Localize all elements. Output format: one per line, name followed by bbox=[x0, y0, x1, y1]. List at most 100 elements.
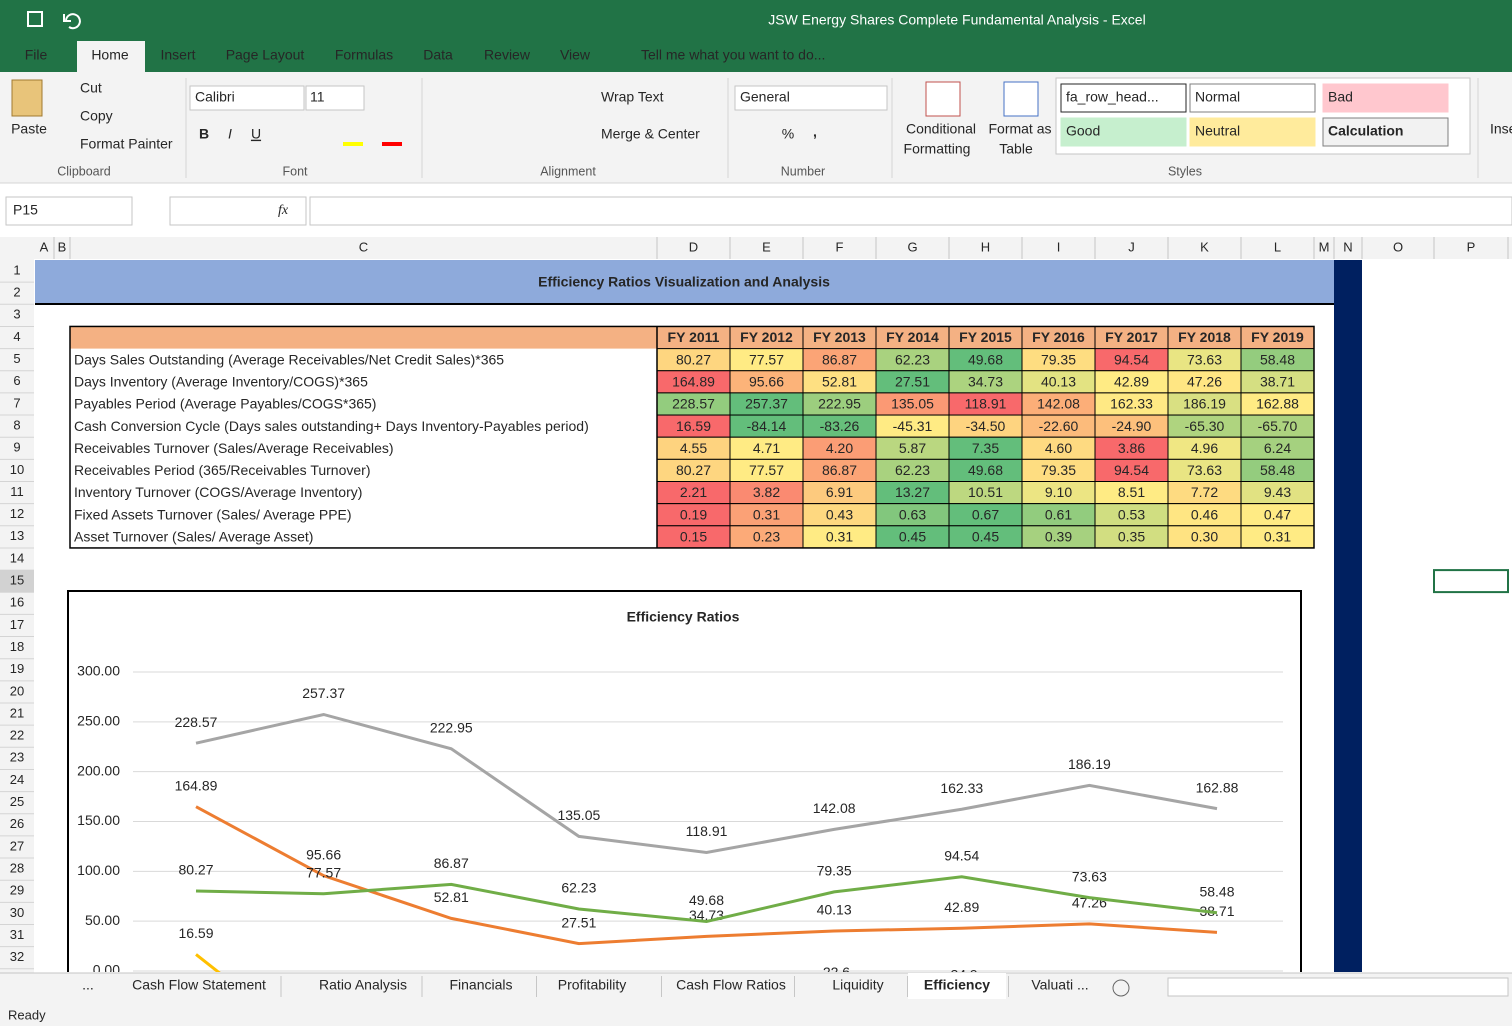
sheet-tab[interactable]: Valuati ... bbox=[1031, 977, 1088, 993]
merge-center-button[interactable]: Merge & Center bbox=[601, 126, 700, 142]
row-header[interactable]: 18 bbox=[10, 639, 24, 654]
sheet-tab[interactable]: Ratio Analysis bbox=[319, 977, 407, 993]
cell-style[interactable] bbox=[1189, 83, 1316, 113]
column-header[interactable]: F bbox=[836, 239, 844, 254]
paste-icon[interactable] bbox=[11, 79, 43, 117]
row-header[interactable]: 14 bbox=[10, 550, 24, 565]
column-header[interactable]: I bbox=[1057, 239, 1061, 254]
number-format-box[interactable] bbox=[734, 85, 888, 111]
comma-button[interactable]: , bbox=[813, 124, 817, 140]
row-header[interactable]: 13 bbox=[10, 528, 24, 543]
conditional-formatting-button[interactable]: Conditional bbox=[906, 121, 976, 137]
format-as-table-button[interactable]: Table bbox=[999, 141, 1033, 157]
row-header[interactable]: 28 bbox=[10, 860, 24, 875]
row-header[interactable]: 2 bbox=[13, 285, 20, 300]
row-header[interactable]: 15 bbox=[10, 573, 24, 588]
column-header[interactable]: K bbox=[1200, 239, 1209, 254]
bold-button[interactable]: B bbox=[199, 126, 209, 142]
format-as-table-button[interactable]: Format as bbox=[988, 121, 1051, 137]
cell-style[interactable] bbox=[1060, 83, 1187, 113]
column-header[interactable]: N bbox=[1343, 239, 1352, 254]
row-header[interactable]: 5 bbox=[13, 351, 20, 366]
conditional-formatting-icon[interactable] bbox=[925, 81, 961, 117]
cell-style-name[interactable]: Bad bbox=[1328, 89, 1353, 105]
add-sheet-button[interactable] bbox=[1112, 979, 1130, 997]
font-name[interactable]: Calibri bbox=[195, 89, 235, 105]
font-name-box[interactable] bbox=[189, 85, 305, 111]
undo-icon[interactable] bbox=[63, 13, 81, 30]
format-as-table-icon[interactable] bbox=[1003, 81, 1039, 117]
tell-me[interactable]: Tell me what you want to do... bbox=[641, 47, 825, 63]
sheet-tab[interactable]: Cash Flow Statement bbox=[132, 977, 266, 993]
selected-cell[interactable] bbox=[1433, 569, 1509, 594]
row-header[interactable]: 19 bbox=[10, 661, 24, 676]
menu-tab[interactable]: Insert bbox=[160, 47, 195, 63]
row-header[interactable]: 6 bbox=[13, 373, 20, 388]
row-header[interactable]: 20 bbox=[10, 683, 24, 698]
row-header[interactable]: 30 bbox=[10, 905, 24, 920]
row-header[interactable]: 9 bbox=[13, 440, 20, 455]
conditional-formatting-button[interactable]: Formatting bbox=[904, 141, 971, 157]
sheet-tab[interactable]: Liquidity bbox=[832, 977, 883, 993]
row-header[interactable]: 4 bbox=[13, 329, 20, 344]
row-header[interactable]: 31 bbox=[10, 927, 24, 942]
column-header[interactable]: G bbox=[907, 239, 917, 254]
sheet-tab[interactable]: Cash Flow Ratios bbox=[676, 977, 786, 993]
format-painter-button[interactable]: Format Painter bbox=[80, 136, 173, 152]
row-header[interactable]: 32 bbox=[10, 949, 24, 964]
cell-style[interactable] bbox=[1189, 117, 1316, 147]
number-format[interactable]: General bbox=[740, 89, 790, 105]
font-size[interactable]: 11 bbox=[310, 89, 325, 105]
menu-tab[interactable]: Page Layout bbox=[226, 47, 305, 63]
cut-button[interactable]: Cut bbox=[80, 80, 102, 96]
row-header[interactable]: 8 bbox=[13, 417, 20, 432]
column-header[interactable]: J bbox=[1128, 239, 1135, 254]
cell-style[interactable] bbox=[1322, 117, 1449, 147]
cell-style-name[interactable]: Good bbox=[1066, 123, 1100, 139]
save-icon[interactable] bbox=[27, 11, 43, 27]
cell-style-name[interactable]: Calculation bbox=[1328, 123, 1403, 139]
menu-tab[interactable]: Home bbox=[91, 47, 129, 63]
menu-tab[interactable]: File bbox=[25, 47, 48, 63]
row-header[interactable]: 25 bbox=[10, 794, 24, 809]
row-header[interactable]: 17 bbox=[10, 617, 24, 632]
column-header[interactable]: A bbox=[40, 239, 49, 254]
menu-tab[interactable]: Review bbox=[484, 47, 531, 63]
cell-style[interactable] bbox=[1060, 117, 1187, 147]
name-box-text[interactable]: P15 bbox=[13, 202, 38, 218]
row-header[interactable]: 16 bbox=[10, 595, 24, 610]
row-header[interactable]: 3 bbox=[13, 307, 20, 322]
menu-tab[interactable]: View bbox=[560, 47, 591, 63]
column-header[interactable]: B bbox=[58, 239, 67, 254]
row-header[interactable]: 12 bbox=[10, 506, 24, 521]
menu-tab[interactable]: Formulas bbox=[335, 47, 393, 63]
italic-button[interactable]: I bbox=[228, 126, 232, 142]
cell-style-name[interactable]: Normal bbox=[1195, 89, 1240, 105]
row-header[interactable]: 22 bbox=[10, 728, 24, 743]
percent-button[interactable]: % bbox=[782, 126, 794, 142]
row-header[interactable]: 23 bbox=[10, 750, 24, 765]
horizontal-scrollbar[interactable] bbox=[1167, 977, 1509, 997]
row-header[interactable]: 1 bbox=[13, 262, 20, 277]
column-header[interactable]: E bbox=[762, 239, 771, 254]
font-size-box[interactable] bbox=[305, 85, 365, 111]
underline-button[interactable]: U bbox=[251, 126, 261, 142]
row-header[interactable]: 29 bbox=[10, 883, 24, 898]
copy-button[interactable]: Copy bbox=[80, 108, 113, 124]
column-header[interactable]: H bbox=[981, 239, 990, 254]
cell-style-name[interactable]: fa_row_head... bbox=[1066, 89, 1159, 105]
row-header[interactable]: 21 bbox=[10, 705, 24, 720]
row-header[interactable]: 10 bbox=[10, 462, 24, 477]
cell-style[interactable] bbox=[1322, 83, 1449, 113]
column-header[interactable]: C bbox=[359, 239, 368, 254]
row-header[interactable]: 11 bbox=[10, 484, 24, 499]
menu-tab[interactable]: Data bbox=[423, 47, 453, 63]
row-header[interactable]: 26 bbox=[10, 816, 24, 831]
column-header[interactable]: D bbox=[689, 239, 698, 254]
column-header[interactable]: P bbox=[1467, 239, 1476, 254]
sheet-tab[interactable]: Financials bbox=[449, 977, 512, 993]
tab-scroll[interactable]: ... bbox=[82, 977, 94, 993]
row-header[interactable]: 24 bbox=[10, 772, 24, 787]
function-button[interactable]: fx bbox=[278, 203, 289, 218]
sheet-tab[interactable]: Efficiency bbox=[924, 977, 990, 993]
